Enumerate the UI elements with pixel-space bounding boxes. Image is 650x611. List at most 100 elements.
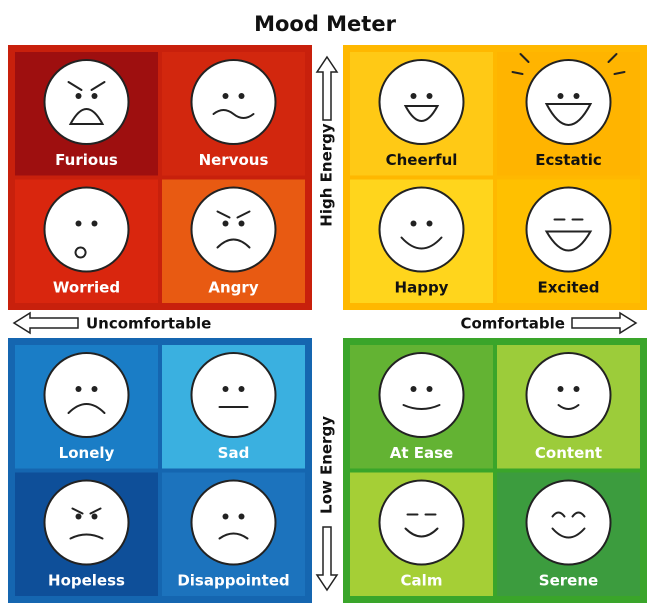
eye	[75, 386, 82, 392]
eye	[222, 513, 229, 520]
right-arrow	[571, 311, 638, 335]
eye	[426, 220, 433, 227]
eye	[75, 220, 82, 227]
cell-label: Sad	[218, 444, 250, 462]
eye	[557, 386, 564, 392]
cell-label: Serene	[539, 572, 598, 590]
face-circle	[525, 352, 612, 438]
face	[511, 53, 626, 145]
face-circle	[190, 479, 277, 566]
axis-right: Comfortable	[460, 315, 565, 333]
eye	[91, 93, 98, 99]
mouth	[544, 103, 593, 126]
face-circle	[190, 186, 277, 273]
eye	[573, 386, 580, 392]
mouth	[544, 230, 593, 252]
face-circle	[43, 352, 130, 438]
mouth	[551, 527, 586, 539]
title: Mood Meter	[254, 12, 397, 36]
face	[43, 186, 130, 273]
quadrant: Furious Nervous Worried Angry	[8, 45, 312, 310]
cell-label: Happy	[395, 279, 449, 297]
cell-label: Disappointed	[177, 572, 289, 590]
mouth	[557, 404, 580, 410]
eye	[573, 93, 580, 99]
face	[378, 352, 465, 438]
face-feature	[551, 511, 586, 518]
face	[190, 59, 277, 145]
quadrant: Cheerful Ecstatic Happy Excited	[343, 45, 647, 310]
mouth	[216, 238, 251, 249]
face-feature	[216, 210, 251, 219]
face	[525, 479, 612, 566]
up-arrow	[315, 55, 339, 121]
cell-label: Nervous	[199, 151, 269, 169]
mouth	[400, 236, 443, 250]
cell-label: Furious	[55, 151, 118, 169]
cell-label: Worried	[53, 279, 120, 297]
cell-label: Cheerful	[386, 151, 458, 169]
face-circle	[190, 59, 277, 145]
axis-low: Low Energy	[318, 416, 336, 514]
eye	[75, 93, 82, 99]
eye	[410, 220, 417, 227]
eye	[426, 386, 433, 392]
eye	[238, 93, 245, 99]
face	[190, 479, 277, 566]
mouth	[403, 105, 440, 122]
face-circle	[525, 59, 612, 145]
face-circle	[378, 479, 465, 566]
eye	[91, 513, 98, 520]
cell-label: Calm	[401, 572, 443, 590]
face-circle	[378, 59, 465, 145]
face-feature	[511, 53, 626, 75]
face	[43, 352, 130, 438]
face-feature	[67, 81, 106, 91]
face	[378, 479, 465, 566]
eye	[75, 513, 82, 520]
eye	[91, 220, 98, 227]
face	[525, 186, 612, 273]
face	[525, 352, 612, 438]
face	[43, 479, 130, 566]
face-circle	[190, 352, 277, 438]
axis-high: High Energy	[318, 123, 336, 227]
eye	[557, 93, 564, 99]
cell-label: Content	[535, 444, 602, 462]
mouth	[404, 527, 439, 538]
mouth	[402, 404, 441, 410]
face-feature	[71, 507, 102, 515]
eye	[222, 220, 229, 227]
cell-label: Lonely	[59, 444, 115, 462]
mouth	[68, 108, 105, 125]
quadrant: At Ease Content Calm Serene	[343, 338, 647, 603]
down-arrow	[315, 526, 339, 592]
left-arrow	[12, 311, 79, 335]
eye	[222, 386, 229, 392]
eye	[238, 386, 245, 392]
face	[190, 352, 277, 438]
cell-label: Ecstatic	[535, 151, 602, 169]
mouth	[74, 246, 87, 259]
face	[43, 59, 130, 145]
face-circle	[378, 352, 465, 438]
eye	[238, 220, 245, 227]
mouth	[67, 403, 106, 414]
eye	[91, 386, 98, 392]
face-circle	[525, 479, 612, 566]
mouth	[212, 109, 255, 119]
cell-label: At Ease	[390, 444, 453, 462]
mouth	[69, 533, 104, 540]
cell-label: Excited	[537, 279, 599, 297]
face	[190, 186, 277, 273]
eye	[238, 513, 245, 520]
face-circle	[43, 186, 130, 273]
quadrants: Furious Nervous Worried Angry Cheerful Ecstat…	[8, 45, 647, 603]
face-circle	[43, 59, 130, 145]
face-circle	[378, 186, 465, 273]
quadrant: Lonely Sad Hopeless Disappointed	[8, 338, 312, 603]
cell-label: Angry	[208, 279, 258, 297]
eye	[410, 386, 417, 392]
face	[378, 186, 465, 273]
